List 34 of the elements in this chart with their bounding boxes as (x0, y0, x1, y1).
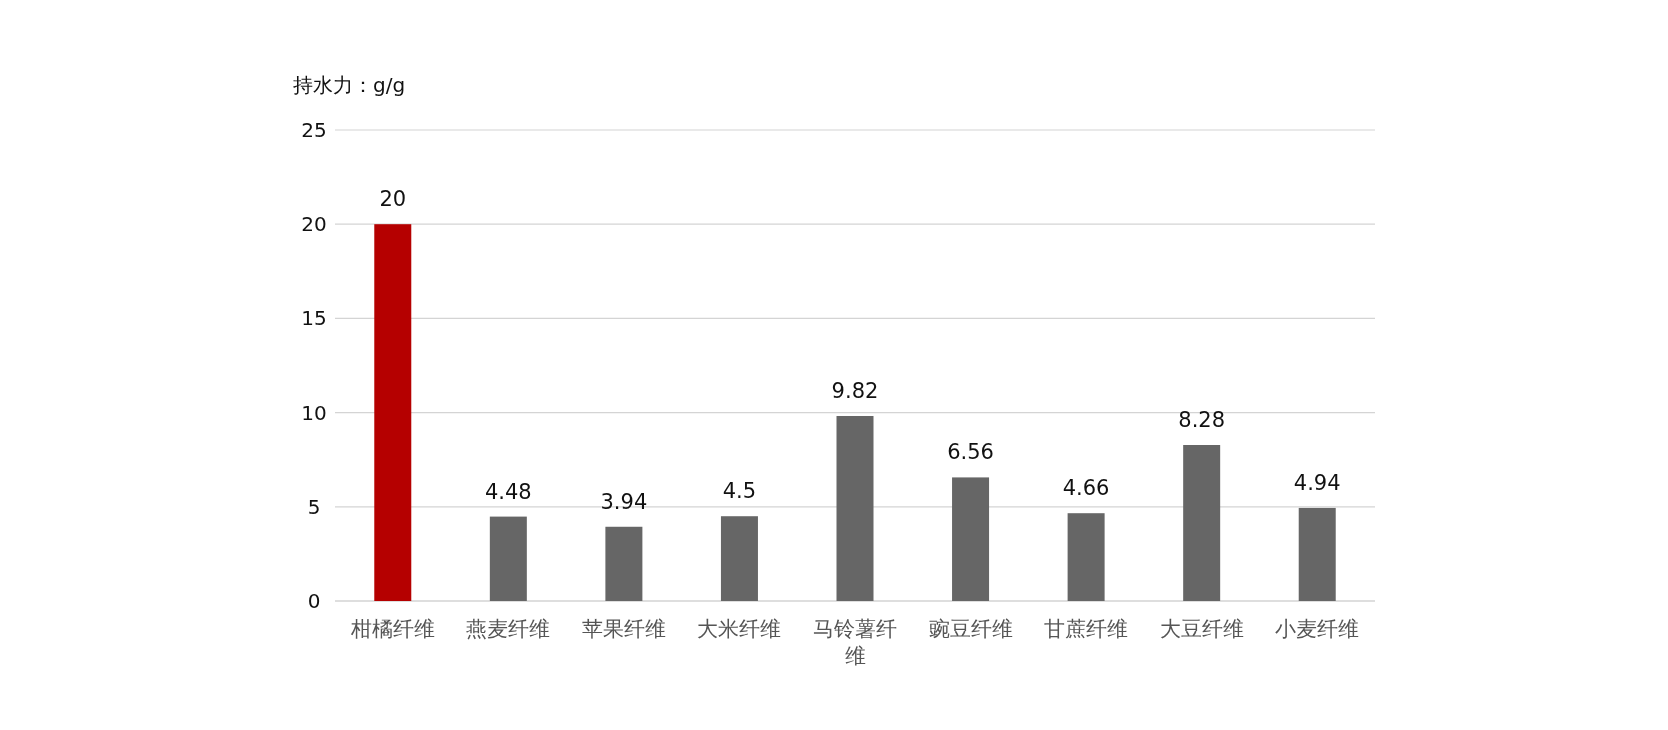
bar (836, 415, 874, 601)
y-tick-label: 10 (301, 400, 327, 425)
data-label: 3.94 (600, 489, 648, 514)
x-tick-label: 大豆纤维 (1159, 617, 1244, 641)
x-tick-label: 苹果纤维 (581, 617, 666, 641)
bar (952, 477, 990, 601)
x-tick-label: 甘蔗纤维 (1044, 617, 1129, 641)
y-tick-label: 20 (301, 212, 327, 237)
x-tick-label: 柑橘纤维 (349, 617, 435, 641)
x-tick-label: 燕麦纤维 (466, 617, 551, 641)
bar (720, 516, 758, 601)
data-label: 20 (379, 187, 407, 212)
x-tick-label: 小麦纤维 (1275, 617, 1360, 641)
y-axis-title: 持水力：g/g (293, 73, 406, 97)
bar (489, 516, 527, 601)
x-tick-label: 马铃薯纤维 (813, 617, 897, 668)
bar (1067, 513, 1105, 601)
data-label: 4.66 (1062, 476, 1110, 501)
bar (374, 224, 412, 601)
y-tick-label: 25 (301, 118, 327, 142)
data-label: 8.28 (1178, 408, 1226, 432)
y-tick-label: 5 (307, 494, 321, 519)
data-label: 4.94 (1293, 470, 1341, 495)
data-label: 4.48 (484, 479, 532, 504)
x-tick-label: 大米纤维 (697, 617, 782, 641)
bar (605, 526, 643, 601)
bar (1298, 507, 1336, 601)
data-label: 4.5 (722, 479, 757, 504)
x-tick-label: 豌豆纤维 (928, 617, 1013, 641)
data-label: 9.82 (831, 378, 879, 403)
y-tick-label: 0 (307, 589, 321, 613)
bar (1183, 445, 1221, 601)
data-label: 6.56 (947, 440, 994, 465)
y-tick-label: 15 (301, 306, 327, 331)
